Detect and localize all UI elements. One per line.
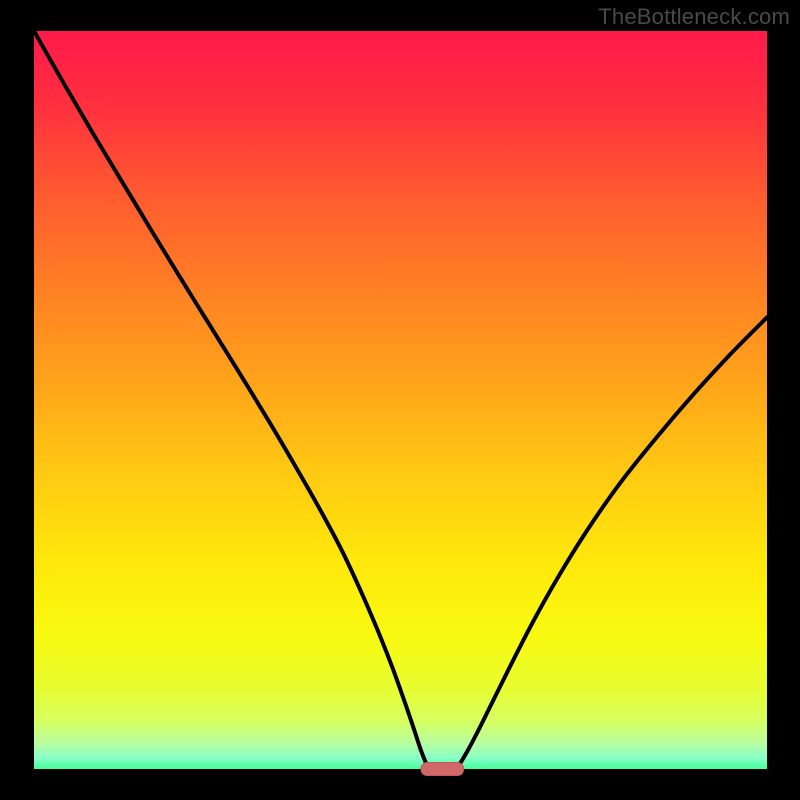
chart-svg xyxy=(0,0,800,800)
watermark-text: TheBottleneck.com xyxy=(598,4,790,30)
plot-background xyxy=(34,31,767,769)
optimal-marker xyxy=(421,763,464,776)
bottleneck-chart: TheBottleneck.com xyxy=(0,0,800,800)
